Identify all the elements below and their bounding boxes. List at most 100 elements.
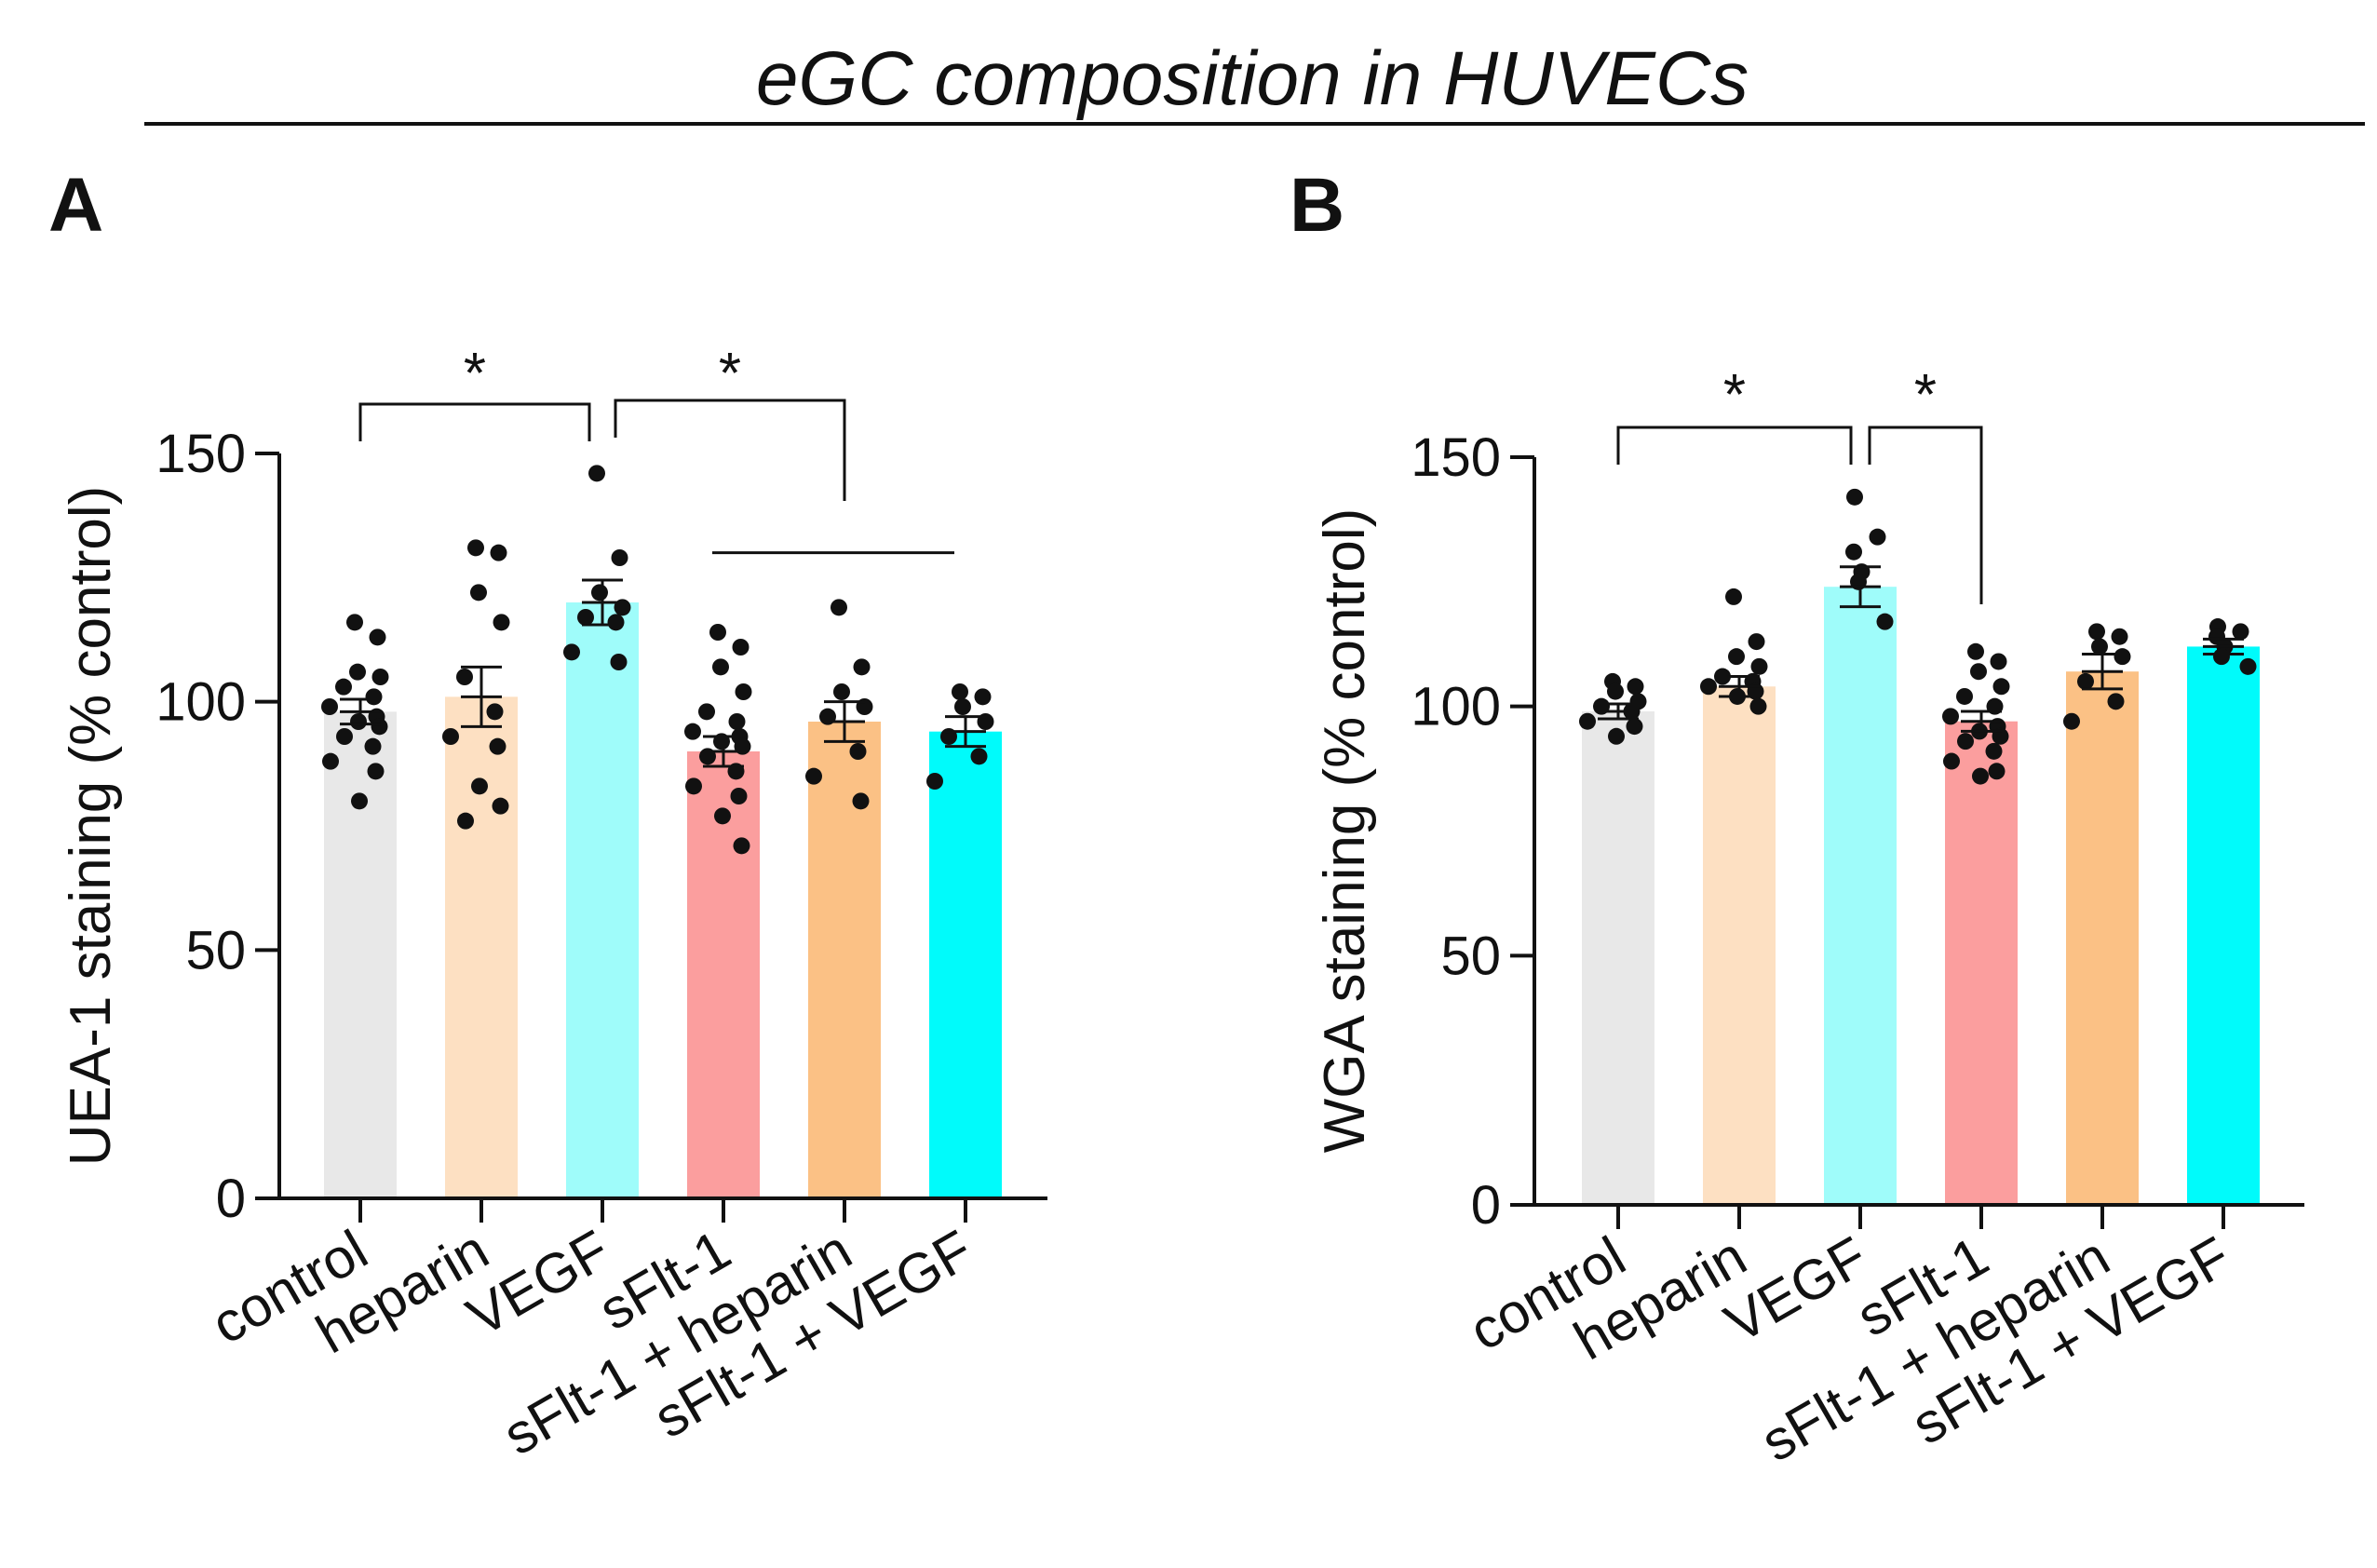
panel-a-data-point-vegf — [611, 549, 628, 566]
panel-a-data-point-heparin — [467, 539, 484, 557]
panel-b-y-tick-label: 0 — [1471, 1175, 1501, 1236]
panel-a-data-point-heparin — [442, 728, 459, 745]
panel-a-data-point-heparin — [471, 777, 488, 795]
panel-a-data-point-vegf — [591, 584, 608, 602]
panel-a-data-point-control — [350, 713, 367, 730]
panel-a-data-point-vegf — [610, 654, 628, 670]
panel-a-bar-control — [324, 711, 397, 1198]
panel-b-data-point-sflt-1-heparin — [2063, 712, 2080, 730]
panel-a-significance-bracket — [614, 399, 846, 501]
panel-a-data-point-control — [349, 663, 366, 681]
panel-b-chart: 050100150controlheparinVEGFsFlt-1sFlt-1 … — [1313, 363, 2304, 1474]
panel-b-data-point-sflt-1 — [1972, 767, 1989, 785]
panel-a-data-point-sflt-1-vegf — [952, 683, 968, 700]
panel-a-data-point-sflt-1-heparin — [852, 792, 870, 810]
panel-b-data-point-sflt-1-heparin — [2088, 623, 2105, 641]
panel-b-data-point-vegf — [1869, 528, 1886, 546]
panel-b-data-point-sflt-1-heparin — [2077, 672, 2094, 690]
panel-b-data-point-vegf — [1876, 613, 1894, 630]
panel-b-data-point-vegf — [1846, 488, 1863, 506]
panel-b-data-point-heparin — [1700, 678, 1717, 696]
panel-a-data-point-heparin — [470, 584, 487, 602]
panel-b-data-point-sflt-1 — [1970, 663, 1987, 681]
panel-b-significance-star: * — [1914, 363, 1937, 427]
panel-b-bar-control — [1582, 711, 1654, 1205]
panel-b-bar-heparin — [1703, 686, 1776, 1205]
panel-a-bar-heparin — [445, 696, 518, 1198]
panel-a-data-point-sflt-1-heparin — [805, 767, 822, 785]
panel-b-data-point-heparin — [1750, 657, 1768, 675]
panel-a-data-point-heparin — [493, 614, 510, 631]
panel-b-data-point-sflt-1 — [1985, 742, 2003, 760]
panel-a-bar-vegf — [566, 602, 639, 1198]
panel-a-y-axis-label: UEA-1 staining (% control) — [59, 486, 123, 1167]
panel-a-data-point-control — [371, 669, 389, 685]
panel-a-data-point-sflt-1-heparin — [833, 683, 850, 700]
panel-a-data-point-sflt-1 — [712, 658, 729, 676]
panel-b-bar-vegf — [1824, 587, 1897, 1205]
panel-a-data-point-vegf — [588, 465, 605, 482]
panel-a-data-point-sflt-1 — [685, 777, 702, 795]
panel-b-data-point-sflt-1 — [1967, 642, 1984, 660]
panel-a-y-tick-label: 0 — [216, 1169, 246, 1229]
panel-a-data-point-sflt-1 — [735, 683, 752, 700]
panel-a-y-tick-label: 150 — [155, 424, 246, 484]
panel-a-data-point-heparin — [486, 703, 504, 721]
panel-b-data-point-sflt-1 — [1942, 708, 1959, 725]
panel-a-data-point-sflt-1-vegf — [926, 773, 943, 790]
panel-b-significance-bracket — [1868, 426, 1983, 604]
panel-b-data-point-heparin — [1748, 633, 1765, 651]
panel-b-data-point-vegf — [1845, 543, 1862, 561]
panel-b-significance-bracket — [1616, 426, 1853, 465]
panel-a-data-point-control — [335, 678, 352, 696]
panel-a-data-point-sflt-1 — [698, 703, 715, 721]
panel-b-data-point-sflt-1-vegf — [2232, 623, 2249, 641]
panel-a-data-point-control — [321, 698, 338, 715]
panel-a-bar-sflt-1-heparin — [808, 722, 881, 1198]
panel-a-data-point-control — [346, 614, 363, 631]
panel-a-significance-star: * — [464, 342, 486, 406]
panel-b-data-point-sflt-1 — [1957, 733, 1974, 750]
panel-a-data-point-sflt-1 — [732, 639, 750, 656]
panel-a-data-point-sflt-1-heparin — [831, 599, 847, 616]
panel-b-data-point-heparin — [1725, 588, 1742, 605]
panel-b-data-point-heparin — [1749, 697, 1767, 715]
panel-a-data-point-control — [369, 629, 386, 646]
panel-b-data-point-sflt-1 — [1956, 687, 1973, 705]
panel-a-data-point-control — [351, 792, 368, 810]
panel-a-data-point-control — [322, 752, 339, 770]
panel-b-y-tick-label: 50 — [1440, 926, 1501, 986]
panel-a-significance-star: * — [719, 342, 741, 406]
panel-b-bar-sflt-1 — [1945, 721, 2018, 1205]
panel-a-data-point-sflt-1 — [714, 807, 731, 825]
panel-a-data-point-control — [364, 737, 382, 755]
panel-b-data-point-heparin — [1728, 648, 1745, 666]
panel-a-y-tick-label: 100 — [155, 672, 246, 733]
panel-b-data-point-sflt-1-heparin — [2091, 638, 2108, 656]
panel-b-data-point-control — [1607, 683, 1624, 700]
panel-a-data-point-sflt-1 — [728, 713, 746, 730]
panel-b-y-axis-label: WGA staining (% control) — [1313, 508, 1377, 1154]
panel-b-y-tick-label: 100 — [1411, 677, 1501, 737]
panel-b-data-point-sflt-1 — [1943, 752, 1960, 770]
panel-b-data-point-control — [1627, 678, 1644, 696]
panel-a-data-point-sflt-1 — [730, 788, 748, 804]
panel-a-data-point-sflt-1-vegf — [970, 748, 988, 765]
panel-a-data-point-vegf — [563, 643, 580, 661]
panel-a-data-point-sflt-1-heparin — [849, 743, 867, 760]
panel-a-data-point-sflt-1-vegf — [954, 698, 971, 715]
panel-b-data-point-sflt-1-heparin — [2111, 628, 2128, 645]
panel-b-data-point-control — [1626, 718, 1643, 736]
panel-a-data-point-sflt-1 — [684, 723, 701, 740]
panel-a-data-point-control — [367, 763, 385, 780]
panel-a-data-point-control — [365, 688, 383, 706]
panel-a-data-point-vegf — [607, 614, 625, 631]
panel-a-bar-sflt-1 — [687, 751, 760, 1198]
panel-a-data-point-sflt-1 — [733, 837, 750, 855]
panel-b-data-point-sflt-1 — [1990, 653, 2007, 670]
figure-title: eGC composition in HUVECs — [756, 36, 1749, 121]
panel-a-data-point-sflt-1-vegf — [974, 688, 992, 706]
panel-b-bar-sflt-1-vegf — [2187, 646, 2260, 1205]
panel-a-data-point-heparin — [457, 812, 474, 830]
